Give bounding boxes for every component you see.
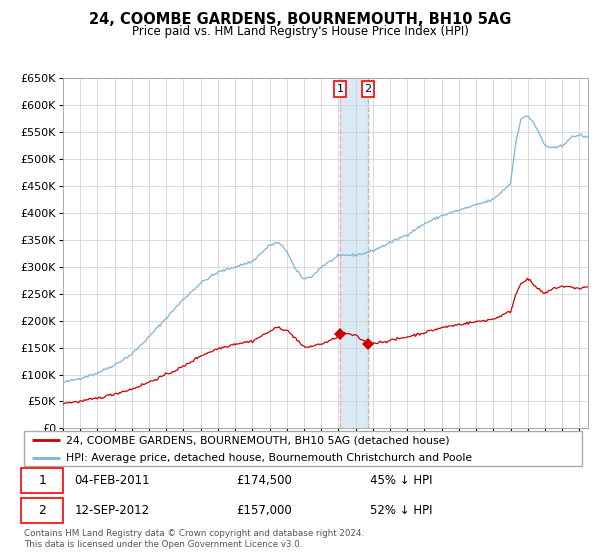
Text: 24, COOMBE GARDENS, BOURNEMOUTH, BH10 5AG: 24, COOMBE GARDENS, BOURNEMOUTH, BH10 5A… [89,12,511,27]
Text: £157,000: £157,000 [236,503,292,517]
Text: 2: 2 [364,84,371,94]
FancyBboxPatch shape [21,498,63,522]
Text: Price paid vs. HM Land Registry's House Price Index (HPI): Price paid vs. HM Land Registry's House … [131,25,469,38]
Text: 52% ↓ HPI: 52% ↓ HPI [370,503,433,517]
Text: 45% ↓ HPI: 45% ↓ HPI [370,474,433,487]
Text: 1: 1 [337,84,343,94]
FancyBboxPatch shape [24,431,582,466]
Text: Contains HM Land Registry data © Crown copyright and database right 2024.
This d: Contains HM Land Registry data © Crown c… [24,529,364,549]
Text: HPI: Average price, detached house, Bournemouth Christchurch and Poole: HPI: Average price, detached house, Bour… [66,453,472,463]
Text: 2: 2 [38,503,46,517]
FancyBboxPatch shape [21,468,63,493]
Text: 12-SEP-2012: 12-SEP-2012 [74,503,149,517]
Text: 1: 1 [38,474,46,487]
Bar [340,78,368,428]
Text: £174,500: £174,500 [236,474,292,487]
Text: 04-FEB-2011: 04-FEB-2011 [74,474,150,487]
Text: 24, COOMBE GARDENS, BOURNEMOUTH, BH10 5AG (detached house): 24, COOMBE GARDENS, BOURNEMOUTH, BH10 5A… [66,435,449,445]
